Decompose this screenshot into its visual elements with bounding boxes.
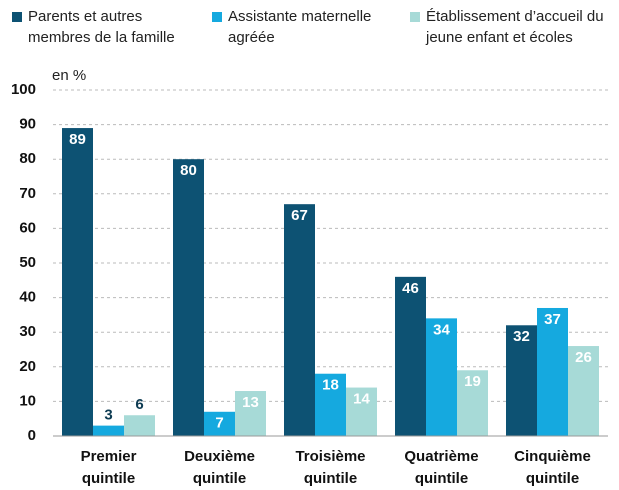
bar: [124, 415, 155, 436]
value-label: 6: [135, 396, 143, 413]
value-label: 89: [69, 131, 86, 148]
bar: [568, 346, 599, 436]
y-tick-label: 80: [19, 150, 36, 167]
bar: [457, 370, 488, 436]
bar: [506, 325, 537, 436]
value-label: 34: [433, 321, 450, 338]
value-label: 19: [464, 373, 481, 390]
y-tick-label: 40: [19, 289, 36, 306]
y-tick-label: 30: [19, 323, 36, 340]
y-tick-label: 50: [19, 254, 36, 271]
value-label: 18: [322, 377, 339, 394]
bar: [346, 387, 377, 436]
x-tick-label: Premier quintile: [80, 448, 137, 487]
value-label: 80: [180, 162, 197, 179]
x-tick-label: Deuxième quintile: [184, 448, 255, 487]
legend-label: Parents et autres membres de la famille: [28, 8, 175, 46]
x-tick-label: Troisième quintile: [295, 448, 366, 487]
bar: [395, 276, 426, 436]
y-tick-label: 0: [28, 427, 36, 444]
value-label: 13: [242, 394, 259, 411]
value-label: 46: [402, 280, 419, 297]
y-tick-label: 70: [19, 185, 36, 202]
y-tick-label: 60: [19, 219, 36, 236]
value-label: 32: [513, 328, 530, 345]
x-tick-label: Quatrième quintile: [404, 448, 479, 487]
y-tick-label: 20: [19, 358, 36, 375]
value-label: 67: [291, 207, 308, 224]
bar: [426, 318, 457, 436]
legend-swatch: [212, 12, 222, 22]
bar: [537, 307, 568, 436]
value-label: 7: [215, 415, 223, 432]
legend-label: Assistante maternelle agréée: [228, 8, 372, 46]
y-tick-label: 10: [19, 392, 36, 409]
x-tick-label: Cinquième quintile: [514, 448, 591, 487]
legend-label: Établissement d’accueil du jeune enfant …: [426, 8, 604, 46]
bar: [173, 159, 204, 436]
y-axis-label: en %: [52, 67, 86, 84]
value-label: 14: [353, 391, 370, 408]
value-label: 26: [575, 349, 592, 366]
value-label: 37: [544, 311, 561, 328]
value-label: 3: [104, 407, 112, 424]
bar: [284, 204, 315, 436]
bar: [315, 373, 346, 436]
bar: [93, 425, 124, 436]
y-tick-label: 100: [11, 81, 36, 98]
legend-swatch: [410, 12, 420, 22]
bar: [204, 411, 235, 436]
y-tick-label: 90: [19, 116, 36, 133]
legend-swatch: [12, 12, 22, 22]
bar: [235, 391, 266, 436]
bar: [62, 128, 93, 436]
